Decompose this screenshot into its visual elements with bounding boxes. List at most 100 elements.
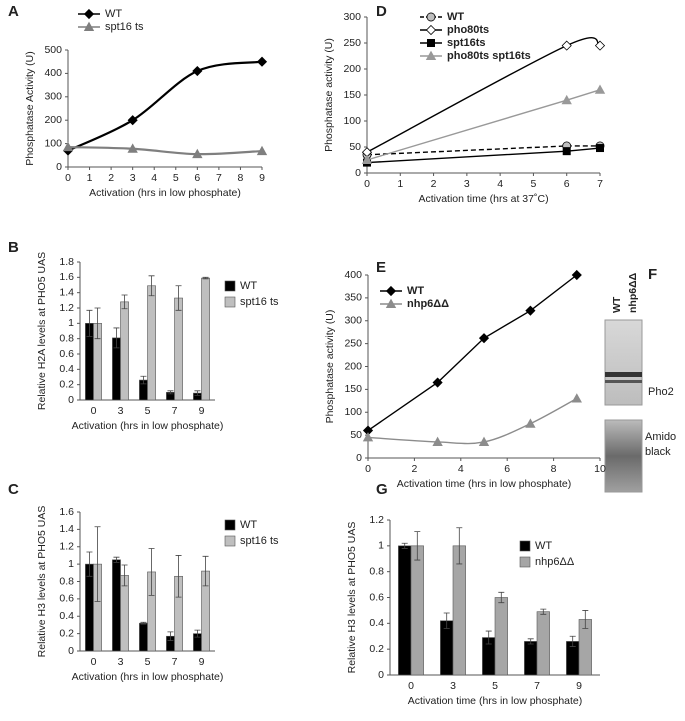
legend-marker (385, 285, 397, 297)
y-tick-label: 0 (68, 645, 74, 657)
marker (594, 84, 606, 94)
y-tick-label: 1.2 (59, 302, 74, 314)
legend-marker (83, 21, 95, 31)
x-tick-label: 5 (531, 178, 537, 190)
x-tick-label: 4 (497, 178, 503, 190)
error-bar (443, 612, 450, 629)
y-axis-title: Relative H3 levels at PHO5 UAS (36, 506, 48, 658)
error-bar (167, 631, 174, 641)
y-tick-label: 0.2 (369, 643, 384, 655)
x-tick-label: 7 (534, 680, 540, 692)
marker (478, 333, 490, 344)
x-tick-label: 3 (130, 172, 136, 184)
y-tick-label: 100 (44, 137, 62, 149)
error-bar (113, 327, 120, 349)
blot-label-box: Amido black (645, 431, 676, 458)
marker (362, 432, 374, 442)
marker (192, 65, 203, 77)
marker (127, 143, 138, 153)
marker (256, 56, 268, 67)
x-tick-label: 9 (199, 405, 205, 417)
y-tick-label: 1.4 (59, 523, 74, 535)
error-bar (148, 275, 155, 297)
x-tick-label: 1 (87, 172, 93, 184)
marker (596, 144, 605, 153)
x-tick-label: 8 (238, 172, 244, 184)
y-tick-label: 1 (68, 558, 74, 570)
y-tick-label: 0.6 (369, 591, 384, 603)
panel-label: G (376, 481, 388, 498)
legend-label: nhp6ΔΔ (535, 556, 575, 568)
x-tick-label: 0 (408, 680, 414, 692)
legend-swatch (224, 519, 236, 531)
error-bar (121, 564, 128, 587)
panel-label: D (376, 3, 387, 20)
x-tick-label: 0 (91, 656, 97, 668)
y-tick-label: 1.2 (369, 514, 384, 526)
legend-swatch (519, 556, 531, 568)
bar (147, 285, 156, 401)
y-tick-label: 0.8 (59, 332, 74, 344)
y-tick-label: 0.8 (369, 565, 384, 577)
y-axis-title: Relative H3 levels at PHO5 UAS (346, 522, 358, 674)
y-tick-label: 0.4 (369, 617, 384, 629)
y-tick-label: 0.4 (59, 610, 74, 622)
error-bar (121, 294, 128, 310)
error-bar (527, 638, 534, 645)
x-tick-label: 2 (411, 463, 417, 475)
y-tick-label: 50 (349, 141, 361, 153)
y-tick-label: 100 (343, 115, 361, 127)
y-tick-label: 0.8 (59, 575, 74, 587)
blot-band (605, 380, 642, 383)
marker (594, 40, 606, 51)
x-tick-label: 4 (151, 172, 157, 184)
x-tick-label: 3 (450, 680, 456, 692)
y-tick-label: 150 (344, 383, 362, 395)
error-bar (86, 309, 93, 337)
blot-band (605, 372, 642, 377)
panel-label: C (8, 481, 19, 498)
marker (361, 154, 373, 164)
x-tick-label: 3 (118, 656, 124, 668)
y-tick-label: 250 (343, 37, 361, 49)
marker (525, 305, 536, 316)
error-bar (194, 390, 201, 396)
error-bar (140, 375, 147, 385)
bar (120, 575, 129, 652)
y-tick-label: 300 (343, 11, 361, 23)
y-axis-title: Phosphatase activity (U) (323, 38, 335, 152)
x-tick-label: 9 (259, 172, 265, 184)
bar (452, 545, 466, 676)
legend-marker (425, 50, 437, 60)
legend-label: WT (447, 11, 464, 23)
bar (201, 277, 210, 401)
x-tick-label: 6 (564, 178, 570, 190)
error-bar (194, 629, 201, 638)
x-tick-label: 3 (464, 178, 470, 190)
bar (112, 559, 121, 652)
x-tick-label: 5 (145, 405, 151, 417)
bar (398, 545, 412, 676)
series-line (67, 60, 263, 152)
blot-label: Pho2 (648, 386, 674, 398)
error-bar (140, 621, 147, 625)
error-bar (202, 555, 209, 587)
y-tick-label: 500 (44, 44, 62, 56)
error-bar (414, 531, 421, 561)
x-axis-title: Activation time (hrs in low phosphate) (408, 695, 583, 707)
y-tick-label: 400 (44, 67, 62, 79)
y-tick-label: 0 (378, 669, 384, 681)
y-tick-label: 1.6 (59, 506, 74, 518)
x-tick-label: 9 (199, 656, 205, 668)
bar (536, 611, 550, 676)
x-tick-label: 0 (365, 463, 371, 475)
panel-label: F (648, 266, 657, 283)
panel-label: B (8, 239, 19, 256)
error-bar (401, 542, 408, 549)
x-tick-label: 10 (594, 463, 606, 475)
x-axis-title: Activation (hrs in low phosphate) (72, 420, 224, 432)
series-line (367, 397, 578, 445)
series-line (67, 146, 263, 156)
y-tick-label: 200 (343, 63, 361, 75)
